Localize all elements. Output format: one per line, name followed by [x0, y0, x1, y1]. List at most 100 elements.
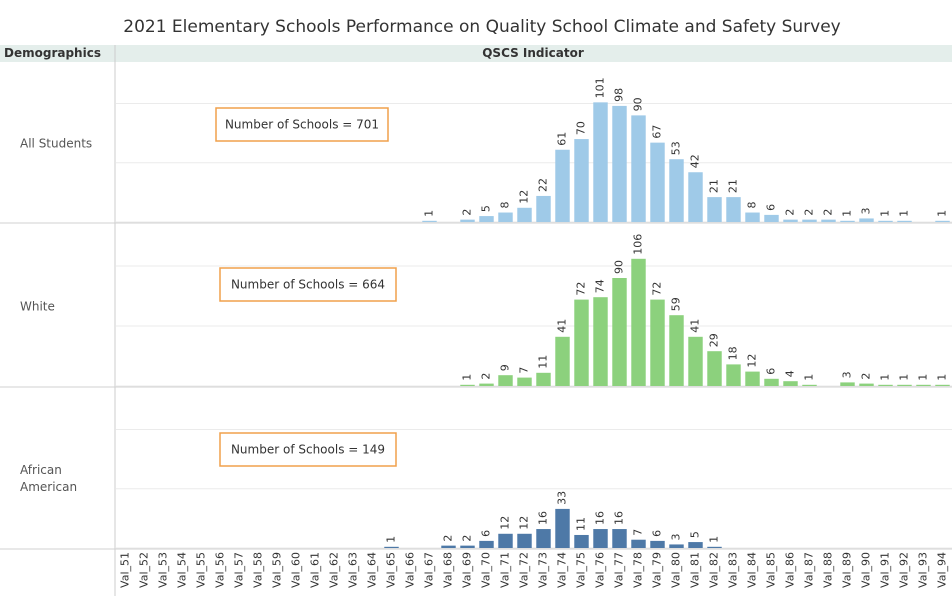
value-label: 74: [594, 279, 607, 293]
bar: [517, 533, 532, 548]
x-tick-label: Val_61: [309, 552, 322, 588]
annotation: Number of Schools = 149: [231, 443, 385, 457]
x-tick-label: Val_89: [841, 552, 854, 588]
bar: [802, 219, 817, 222]
x-tick-label: Val_58: [252, 552, 265, 588]
bar: [574, 299, 589, 386]
bar: [536, 529, 551, 548]
x-tick-label: Val_70: [480, 552, 493, 588]
value-label: 6: [480, 530, 493, 537]
x-tick-label: Val_67: [423, 552, 436, 588]
value-label: 1: [708, 536, 721, 543]
bar: [745, 212, 760, 222]
bar: [555, 336, 570, 386]
value-label: 59: [670, 297, 683, 311]
value-label: 16: [537, 511, 550, 525]
bar: [707, 351, 722, 386]
x-tick-label: Val_90: [860, 552, 873, 588]
bar: [612, 278, 627, 386]
bar: [764, 214, 779, 222]
value-label: 9: [499, 364, 512, 371]
value-label: 2: [860, 373, 873, 380]
value-label: 1: [461, 374, 474, 381]
x-tick-label: Val_68: [442, 552, 455, 588]
value-label: 2: [442, 535, 455, 542]
row-label: White: [20, 300, 55, 314]
annotation-box: [219, 267, 397, 302]
value-label: 3: [670, 533, 683, 540]
x-tick-label: Val_59: [271, 552, 284, 588]
x-tick-label: Val_56: [214, 552, 227, 588]
x-tick-label: Val_71: [499, 552, 512, 588]
bar: [650, 142, 665, 222]
bar: [479, 383, 494, 386]
x-tick-label: Val_86: [784, 552, 797, 588]
value-label: 12: [499, 516, 512, 530]
x-tick-label: Val_53: [157, 552, 170, 588]
bar: [517, 207, 532, 222]
bar: [479, 216, 494, 222]
x-tick-label: Val_51: [119, 552, 132, 588]
bar: [897, 384, 912, 386]
x-tick-label: Val_91: [879, 552, 892, 588]
x-tick-label: Val_65: [385, 552, 398, 588]
value-label: 12: [746, 354, 759, 368]
x-tick-label: Val_77: [613, 552, 626, 588]
value-label: 70: [575, 121, 588, 135]
bar: [859, 383, 874, 386]
row-label: All Students: [20, 137, 92, 151]
bar: [441, 545, 456, 548]
bar: [726, 197, 741, 222]
x-tick-label: Val_54: [176, 552, 189, 588]
bar: [612, 105, 627, 222]
value-label: 7: [632, 529, 645, 536]
value-label: 3: [860, 207, 873, 214]
x-tick-label: Val_57: [233, 552, 246, 588]
bar: [631, 539, 646, 548]
value-label: 12: [518, 190, 531, 204]
x-tick-label: Val_69: [461, 552, 474, 588]
value-label: 3: [841, 371, 854, 378]
value-label: 1: [879, 210, 892, 217]
bar: [650, 299, 665, 386]
x-tick-label: Val_79: [651, 552, 664, 588]
bar: [384, 546, 399, 548]
value-label: 1: [803, 374, 816, 381]
value-label: 21: [727, 179, 740, 193]
annotation-box: [215, 107, 389, 142]
bar: [536, 195, 551, 222]
bar: [650, 540, 665, 548]
bar: [422, 220, 437, 222]
x-tick-label: Val_88: [822, 552, 835, 588]
value-label: 1: [917, 374, 930, 381]
header-left: Demographics: [4, 46, 101, 60]
value-label: 72: [575, 282, 588, 296]
x-tick-label: Val_60: [290, 552, 303, 588]
value-label: 2: [784, 209, 797, 216]
value-label: 29: [708, 333, 721, 347]
bar: [707, 546, 722, 548]
value-label: 72: [651, 282, 664, 296]
bar: [764, 378, 779, 386]
value-label: 90: [632, 97, 645, 111]
annotation: Number of Schools = 664: [231, 278, 385, 292]
value-label: 1: [423, 210, 436, 217]
bar: [878, 220, 893, 222]
bar: [783, 381, 798, 386]
value-label: 41: [689, 319, 702, 333]
value-label: 1: [898, 210, 911, 217]
bar: [574, 139, 589, 222]
value-label: 1: [936, 210, 949, 217]
x-tick-label: Val_62: [328, 552, 341, 588]
bar: [783, 219, 798, 222]
value-label: 61: [556, 132, 569, 146]
bar: [821, 219, 836, 222]
value-label: 1: [841, 210, 854, 217]
bar: [460, 219, 475, 222]
bar: [688, 542, 703, 548]
value-label: 1: [936, 374, 949, 381]
bar: [745, 371, 760, 386]
x-tick-label: Val_52: [138, 552, 151, 588]
bar: [593, 102, 608, 222]
x-tick-label: Val_75: [575, 552, 588, 588]
